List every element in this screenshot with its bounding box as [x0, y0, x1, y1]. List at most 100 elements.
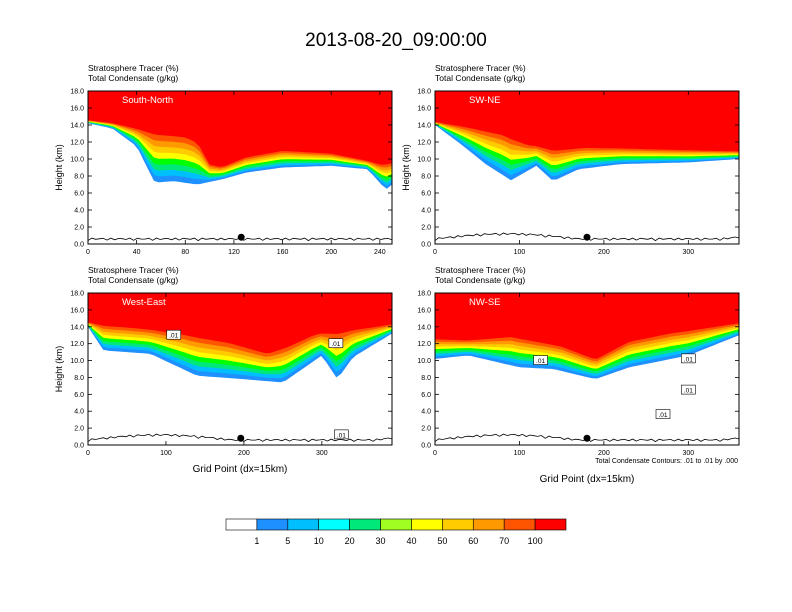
y-tick-label: 2.0	[421, 426, 431, 433]
x-tick-label: 40	[133, 249, 141, 256]
colorbar-level-label: 100	[528, 536, 543, 546]
colorbar-box	[503, 518, 536, 531]
plot-frame	[434, 90, 740, 245]
contour-label: .01	[331, 341, 340, 348]
panel-tracer-label: Stratosphere Tracer (%)	[88, 265, 179, 275]
contour-label: .01	[536, 358, 545, 365]
y-tick-label: 0.0	[421, 242, 431, 249]
x-tick-label: 80	[181, 249, 189, 256]
panel-sw-ne: Stratosphere Tracer (%)Total Condensate …	[401, 63, 740, 256]
y-tick-label: 18.0	[417, 291, 431, 298]
plot-frame	[87, 292, 393, 446]
y-tick-label: 12.0	[417, 341, 431, 348]
y-tick-label: 2.0	[421, 225, 431, 232]
tracer-band-9	[435, 293, 739, 359]
y-tick-label: 10.0	[70, 157, 84, 164]
colorbar-level-label: 10	[314, 536, 324, 546]
colorbar-box	[349, 518, 381, 531]
colorbar-box	[380, 518, 412, 531]
y-tick-label: 0.0	[74, 242, 84, 249]
y-tick-label: 14.0	[70, 324, 84, 331]
contour-label: .01	[337, 432, 346, 439]
y-tick-label: 10.0	[417, 157, 431, 164]
y-tick-label: 6.0	[74, 392, 84, 399]
y-tick-label: 18.0	[417, 89, 431, 96]
x-tick-label: 200	[598, 450, 610, 457]
x-tick-label: 300	[682, 450, 694, 457]
y-tick-label: 14.0	[417, 123, 431, 130]
y-tick-label: 8.0	[421, 375, 431, 382]
x-tick-label: 100	[160, 450, 172, 457]
colorbar-level-label: 1	[254, 536, 259, 546]
contour-label: .01	[684, 356, 693, 363]
y-tick-label: 0.0	[74, 443, 84, 450]
colorbar-level-label: 70	[499, 536, 509, 546]
tracer-band-9	[88, 293, 392, 354]
y-tick-label: 8.0	[421, 174, 431, 181]
panel-west-east: Stratosphere Tracer (%)Total Condensate …	[54, 265, 393, 475]
colorbar-box	[411, 518, 443, 531]
colorbar-level-label: 60	[468, 536, 478, 546]
plot-frame	[434, 292, 740, 446]
panel-tracer-label: Stratosphere Tracer (%)	[88, 63, 179, 73]
y-tick-label: 10.0	[417, 358, 431, 365]
contour-label: .01	[169, 333, 178, 340]
y-tick-label: 16.0	[70, 307, 84, 314]
y-tick-label: 16.0	[417, 106, 431, 113]
panel-inset-label: South-North	[122, 95, 173, 106]
y-tick-label: 4.0	[74, 208, 84, 215]
y-tick-label: 4.0	[421, 409, 431, 416]
observation-point-marker	[237, 233, 245, 241]
y-tick-label: 8.0	[74, 375, 84, 382]
observation-point-marker	[583, 434, 591, 442]
contour-label: .01	[684, 388, 693, 395]
colorbar-level-label: 50	[437, 536, 447, 546]
colorbar-box	[534, 518, 567, 531]
observation-point-marker	[237, 434, 245, 442]
y-axis-label: Height (km)	[401, 144, 411, 191]
y-tick-label: 12.0	[70, 341, 84, 348]
y-tick-label: 14.0	[417, 324, 431, 331]
x-tick-label: 100	[514, 249, 526, 256]
x-tick-label: 200	[325, 249, 337, 256]
y-tick-label: 0.0	[421, 443, 431, 450]
y-tick-label: 6.0	[421, 191, 431, 198]
colorbar-box	[318, 518, 350, 531]
panel-condensate-label: Total Condensate (g/kg)	[88, 275, 178, 285]
colorbar-box	[256, 518, 289, 531]
colorbar-level-label: 30	[376, 536, 386, 546]
tracer-band-9	[435, 91, 739, 152]
y-tick-label: 4.0	[421, 208, 431, 215]
panel-tracer-label: Stratosphere Tracer (%)	[435, 265, 526, 275]
panel-condensate-label: Total Condensate (g/kg)	[435, 73, 525, 83]
y-tick-label: 16.0	[417, 307, 431, 314]
x-tick-label: 0	[433, 450, 437, 457]
y-tick-label: 16.0	[70, 106, 84, 113]
contour-label: .01	[658, 412, 667, 419]
x-tick-label: 200	[598, 249, 610, 256]
x-axis-label: Grid Point (dx=15km)	[540, 474, 635, 485]
colorbar-box	[442, 518, 474, 531]
y-axis-label: Height (km)	[54, 144, 64, 191]
x-tick-label: 200	[238, 450, 250, 457]
colorbar-level-label: 40	[406, 536, 416, 546]
contour-footnote: Total Condensate Contours: .01 to .01 by…	[595, 458, 738, 465]
panel-tracer-label: Stratosphere Tracer (%)	[435, 63, 526, 73]
y-tick-label: 2.0	[74, 225, 84, 232]
x-tick-label: 300	[316, 450, 328, 457]
y-tick-label: 14.0	[70, 123, 84, 130]
panel-inset-label: NW-SE	[469, 297, 501, 308]
observation-point-marker	[583, 233, 591, 241]
y-axis-label: Height (km)	[54, 346, 64, 393]
y-tick-label: 12.0	[417, 140, 431, 147]
x-tick-label: 300	[682, 249, 694, 256]
panel-condensate-label: Total Condensate (g/kg)	[88, 73, 178, 83]
y-tick-label: 2.0	[74, 426, 84, 433]
y-tick-label: 8.0	[74, 174, 84, 181]
y-tick-label: 4.0	[74, 409, 84, 416]
panel-condensate-label: Total Condensate (g/kg)	[435, 275, 525, 285]
colorbar: 1 5 10 20 30 40 50 60 70 100	[225, 518, 567, 546]
panel-south-north: Stratosphere Tracer (%)Total Condensate …	[54, 63, 393, 256]
x-tick-label: 100	[514, 450, 526, 457]
panel-inset-label: SW-NE	[469, 95, 501, 106]
